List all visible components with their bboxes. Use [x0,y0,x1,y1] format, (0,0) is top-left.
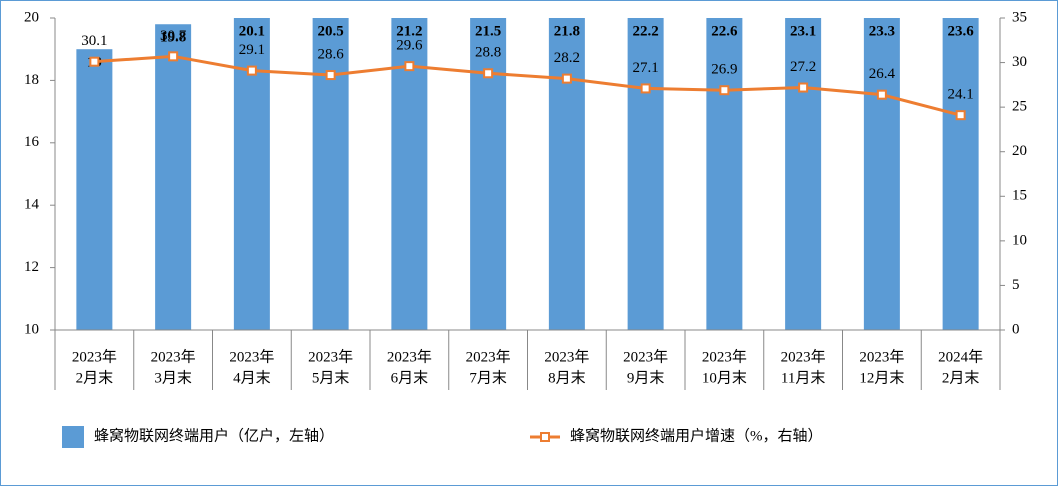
x-tick-label: 2023年 [387,348,432,365]
line-marker [325,70,336,81]
line-value-label: 29.6 [396,38,423,54]
line-value-label: 28.2 [554,50,580,66]
bar [233,18,270,330]
y-tick-label: 10 [24,321,39,337]
line-value-label: 29.1 [239,42,265,58]
line-value-label: 28.6 [318,46,345,62]
y2-tick-label: 10 [1012,232,1027,248]
bar-value-label: 21.8 [554,23,580,39]
bar-value-label: 22.2 [633,23,659,39]
line-marker [561,73,572,84]
x-tick-label: 12月末 [859,369,904,386]
y2-tick-label: 35 [1012,9,1027,25]
x-tick-label: 3月末 [154,369,192,386]
line-marker [246,65,257,76]
x-tick-label: 2月末 [76,369,114,386]
y2-tick-label: 20 [1012,143,1027,159]
line-value-label: 27.2 [790,59,816,75]
bar [627,18,664,330]
line-marker [483,68,494,79]
y2-tick-label: 30 [1012,54,1027,70]
line-marker [640,83,651,94]
bar-value-label: 20.1 [239,23,265,39]
bar-value-label: 23.1 [790,23,816,39]
bar [706,18,743,330]
y-tick-label: 12 [24,259,39,275]
line-marker [955,110,966,121]
x-tick-label: 2023年 [72,348,117,365]
x-tick-label: 4月末 [233,369,271,386]
x-tick-label: 6月末 [391,369,429,386]
x-tick-label: 2月末 [942,369,980,386]
y-tick-label: 18 [24,72,39,88]
line-marker [89,56,100,67]
x-tick-label: 7月末 [469,369,507,386]
line [94,54,962,117]
legend-label: 蜂窝物联网终端用户（亿户，左轴） [94,426,334,444]
x-tick-label: 2023年 [859,348,904,365]
x-tick-label: 2023年 [702,348,747,365]
bar-value-label: 23.6 [948,23,975,39]
y2-tick-label: 0 [1012,321,1020,337]
x-tick-label: 2023年 [466,348,511,365]
x-tick-label: 2023年 [781,348,826,365]
x-tick-label: 2024年 [938,348,983,365]
y-tick-label: 20 [24,9,39,25]
bar-value-label: 22.6 [711,23,738,39]
x-tick-label: 2023年 [151,348,196,365]
bar-value-label: 19.8 [160,30,186,46]
y2-tick-label: 15 [1012,188,1027,204]
line-marker [798,82,809,93]
x-tick-label: 10月末 [702,369,747,386]
bar-value-label: 20.5 [318,23,344,39]
bar [155,24,192,330]
y2-tick-label: 25 [1012,99,1027,115]
legend-swatch [62,426,84,448]
line-value-label: 26.4 [869,66,896,82]
line-value-label: 30.1 [81,33,107,49]
line-value-label: 28.8 [475,45,501,61]
x-tick-label: 11月末 [781,369,825,386]
x-tick-label: 5月末 [312,369,350,386]
legend-swatch [540,432,550,442]
line-value-label: 26.9 [711,62,737,78]
bar-value-label: 21.2 [396,23,422,39]
bar-value-label: 23.3 [869,23,895,39]
bar [312,18,349,330]
x-tick-label: 2023年 [544,348,589,365]
x-tick-label: 2023年 [623,348,668,365]
line-marker [168,51,179,62]
y-tick-label: 14 [24,197,40,213]
line-marker [719,85,730,96]
x-tick-label: 2023年 [308,348,353,365]
x-tick-label: 9月末 [627,369,665,386]
legend-label: 蜂窝物联网终端用户增速（%，右轴） [570,426,823,444]
x-tick-label: 2023年 [229,348,274,365]
bar-value-label: 21.5 [475,23,501,39]
line-value-label: 30.7 [160,28,187,44]
bar [942,18,979,330]
bar [76,49,113,330]
y-tick-label: 16 [24,134,40,150]
bar [863,18,900,330]
line-marker [876,89,887,100]
line-value-label: 27.1 [633,60,659,76]
bar [785,18,822,330]
bar [548,18,585,330]
line-value-label: 24.1 [948,87,974,103]
y2-tick-label: 5 [1012,277,1020,293]
x-tick-label: 8月末 [548,369,586,386]
line-marker [404,61,415,72]
